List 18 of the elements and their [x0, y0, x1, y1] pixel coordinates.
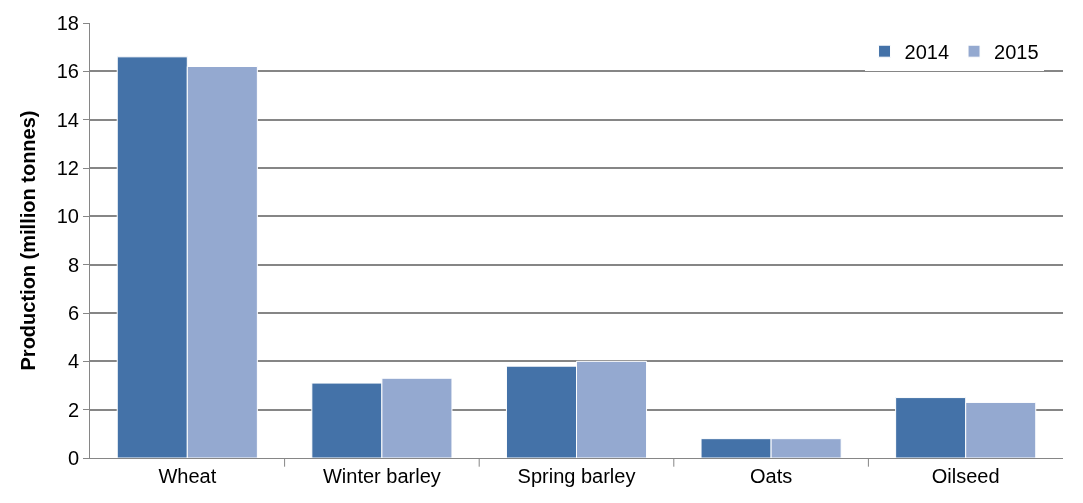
x-tick-label: Winter barley	[322, 465, 441, 487]
x-tick-label: Oilseed	[931, 465, 1000, 487]
y-axis-title: Production (million tonnes)	[17, 110, 40, 371]
legend-label: 2015	[994, 41, 1039, 63]
y-tick-label: 10	[56, 205, 79, 228]
y-tick-label: 2	[67, 398, 79, 421]
x-tick-label: Spring barley	[517, 465, 636, 487]
y-tick-label: 4	[67, 350, 79, 373]
x-tick-label: Oats	[749, 465, 793, 487]
y-tick-label: 8	[67, 253, 79, 276]
legend-label: 2014	[904, 41, 950, 63]
y-tick-label: 6	[67, 302, 79, 324]
x-tick-label: Wheat	[158, 465, 217, 487]
y-tick-label: 18	[56, 12, 79, 34]
y-tick-label: 16	[56, 60, 79, 83]
y-tick-label: 12	[56, 157, 79, 179]
y-tick-label: 14	[56, 108, 79, 131]
y-tick-label: 0	[67, 447, 79, 469]
